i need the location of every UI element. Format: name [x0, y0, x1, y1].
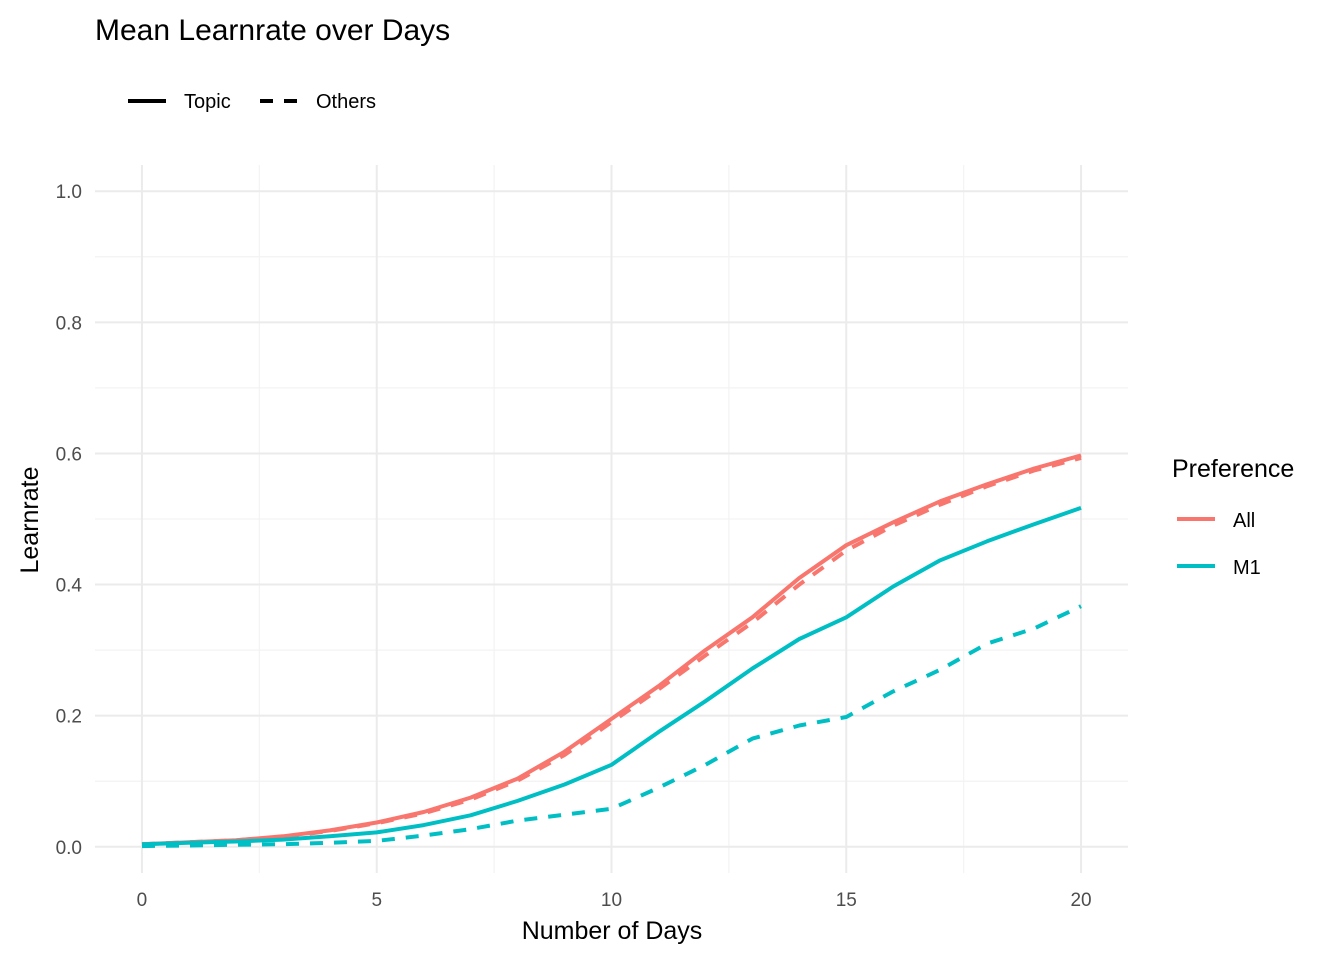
chart-title: Mean Learnrate over Days [95, 14, 450, 47]
y-axis-title: Learnrate [16, 466, 44, 573]
x-axis-title: Number of Days [522, 917, 703, 945]
y-tick-label: 0.8 [56, 313, 82, 334]
x-tick-label: 5 [371, 890, 382, 911]
series-line-m1-topic [141, 506, 1082, 847]
y-tick-label: 0.4 [56, 576, 83, 597]
series-line-m1-others [141, 604, 1082, 849]
y-tick-label: 0.0 [56, 838, 82, 859]
x-tick-label: 20 [1070, 890, 1091, 911]
series-lines [141, 453, 1082, 849]
color-legend: Preference All M1 [1172, 455, 1294, 579]
y-tick-labels: 0.0 0.2 0.4 0.6 0.8 1.0 [56, 182, 83, 859]
legend-label-m1: M1 [1233, 557, 1261, 579]
y-tick-label: 0.6 [56, 444, 82, 465]
x-tick-label: 15 [836, 890, 857, 911]
x-tick-label: 10 [601, 890, 622, 911]
series-line-all-others [141, 456, 1082, 847]
legend-label-all: All [1233, 510, 1255, 532]
y-tick-label: 0.2 [56, 707, 82, 728]
x-tick-label: 0 [137, 890, 148, 911]
linetype-legend: Topic Others [128, 91, 376, 113]
grid [95, 165, 1128, 873]
x-tick-labels: 0 5 10 15 20 [137, 890, 1092, 911]
legend-label-topic: Topic [184, 91, 231, 113]
y-tick-label: 1.0 [56, 182, 82, 203]
legend-title: Preference [1172, 455, 1294, 483]
legend-label-others: Others [316, 91, 376, 113]
